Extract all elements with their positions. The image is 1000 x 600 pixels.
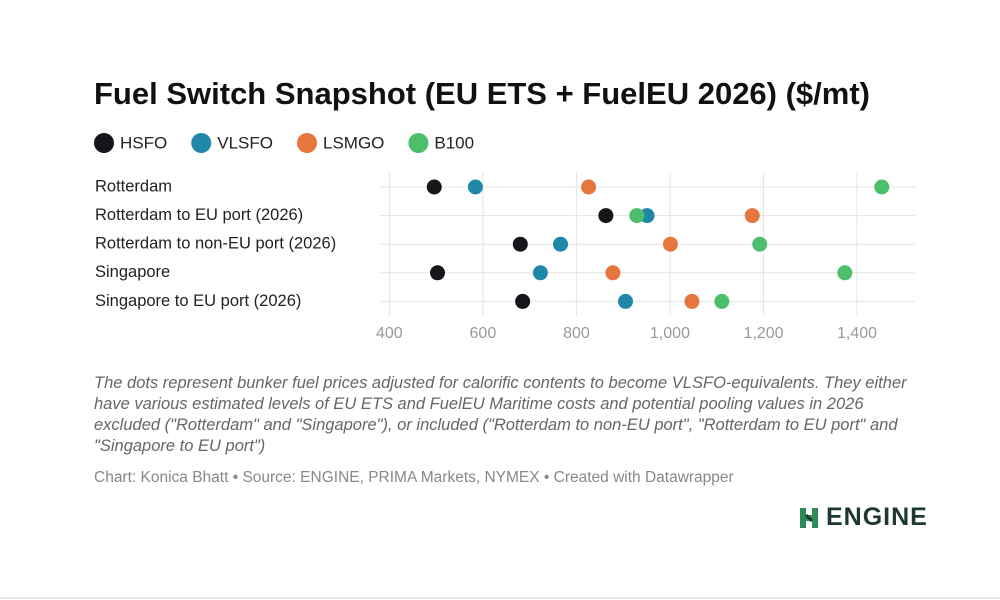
x-tick-label: 1,200 bbox=[743, 325, 783, 342]
dot bbox=[684, 293, 700, 309]
dot bbox=[426, 179, 442, 195]
legend-marker bbox=[408, 133, 429, 153]
dot bbox=[512, 236, 528, 252]
chart-notes: The dots represent bunker fuel prices ad… bbox=[94, 374, 907, 455]
logo-icon bbox=[800, 507, 818, 528]
dot bbox=[553, 236, 569, 252]
dot bbox=[598, 208, 614, 224]
x-tick-label: 1,000 bbox=[650, 325, 690, 342]
chart-credit: Chart: Konica Bhatt • Source: ENGINE, PR… bbox=[94, 469, 734, 486]
dot bbox=[639, 208, 655, 224]
dot bbox=[430, 265, 446, 281]
dot bbox=[662, 236, 678, 252]
dot bbox=[752, 236, 768, 252]
legend-label: B100 bbox=[434, 133, 474, 152]
legend: HSFO VLSFO LSMGO B100 bbox=[94, 133, 474, 153]
dot bbox=[874, 179, 890, 195]
y-category-label: Rotterdam to EU port (2026) bbox=[95, 206, 303, 224]
legend-label: VLSFO bbox=[217, 133, 273, 152]
dot bbox=[515, 293, 531, 309]
legend-marker bbox=[94, 133, 114, 153]
logo: ENGINE bbox=[798, 503, 928, 532]
legend-marker bbox=[191, 133, 212, 153]
dot bbox=[581, 179, 597, 195]
dot bbox=[532, 265, 548, 281]
dot bbox=[629, 208, 645, 224]
y-category-label: Rotterdam to non-EU port (2026) bbox=[95, 235, 336, 253]
dot bbox=[618, 293, 634, 309]
y-category-label: Singapore bbox=[95, 263, 170, 281]
logo-text: ENGINE bbox=[826, 503, 928, 531]
y-category-label: Rotterdam bbox=[95, 177, 172, 195]
x-tick-label: 800 bbox=[563, 325, 590, 342]
y-category-label: Singapore to EU port (2026) bbox=[95, 292, 301, 310]
dot bbox=[605, 265, 621, 281]
dot bbox=[837, 265, 853, 281]
dot bbox=[467, 179, 483, 195]
dot bbox=[744, 208, 760, 224]
x-tick-label: 600 bbox=[470, 325, 497, 342]
chart-title: Fuel Switch Snapshot (EU ETS + FuelEU 20… bbox=[94, 76, 870, 111]
legend-label: LSMGO bbox=[323, 133, 384, 152]
legend-label: HSFO bbox=[120, 133, 167, 152]
dot bbox=[714, 293, 730, 309]
legend-marker bbox=[296, 133, 317, 153]
x-tick-label: 1,400 bbox=[837, 325, 877, 342]
x-tick-label: 400 bbox=[376, 325, 403, 342]
